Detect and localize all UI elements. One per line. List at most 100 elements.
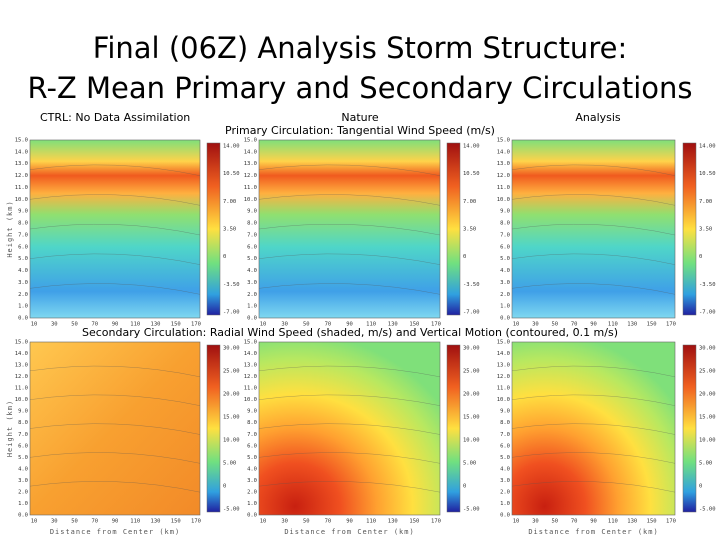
colorbar-label: 0 (223, 484, 226, 490)
contour-line (511, 481, 676, 493)
title-line: Final (06Z) Analysis Storm Structure: (93, 31, 627, 65)
x-tick-label: 10 (260, 322, 267, 328)
panel-title: CTRL: No Data Assimilation (40, 111, 190, 124)
y-axis-label: Height (km) (6, 200, 14, 257)
y-tick-label: 5.0 (18, 256, 28, 262)
contour-line (511, 164, 676, 176)
colorbar-label: 25.00 (463, 369, 480, 375)
x-axis-label: Distance from Center (km) (284, 528, 414, 536)
colorbar-label: 20.00 (699, 392, 716, 398)
x-tick-label: 90 (112, 322, 119, 328)
colorbar-label: 0 (699, 484, 702, 490)
y-tick-label: 12.0 (244, 173, 257, 179)
x-tick-label: 30 (532, 322, 539, 328)
contour-line (258, 452, 441, 464)
contour-line (258, 164, 441, 176)
colorbar-label: 0 (463, 254, 466, 260)
x-tick-label: 10 (31, 519, 38, 525)
colorbar-label: 5.00 (699, 461, 712, 467)
y-tick-label: 1.0 (500, 501, 510, 507)
y-tick-label: 12.0 (15, 374, 28, 380)
x-tick-label: 70 (325, 322, 332, 328)
y-tick-label: 14.0 (497, 149, 510, 155)
title-line: R-Z Mean Primary and Secondary Circulati… (27, 71, 692, 105)
y-tick-label: 9.0 (500, 209, 510, 215)
y-tick-label: 12.0 (244, 374, 257, 380)
y-tick-label: 13.0 (15, 363, 28, 369)
x-tick-label: 30 (51, 519, 58, 525)
y-tick-label: 11.0 (244, 185, 257, 191)
y-tick-label: 1.0 (18, 304, 28, 310)
contour-line (29, 394, 201, 406)
colorbar-label: 7.00 (463, 199, 476, 205)
contour-plot (29, 341, 201, 516)
x-axis-label: Distance from Center (km) (50, 528, 180, 536)
x-tick-label: 10 (513, 322, 520, 328)
colorbar-label: -7.00 (463, 310, 480, 316)
x-tick-label: 50 (303, 322, 310, 328)
y-tick-label: 4.0 (18, 268, 28, 274)
x-tick-label: 170 (666, 322, 676, 328)
y-tick-label: 0.0 (247, 513, 257, 519)
colorbar-label: 7.00 (223, 199, 236, 205)
colorbar-label: 10.00 (699, 438, 716, 444)
x-axis-label: Distance from Center (km) (528, 528, 658, 536)
y-tick-label: 7.0 (500, 232, 510, 238)
y-tick-label: 10.0 (15, 197, 28, 203)
y-tick-label: 4.0 (500, 466, 510, 472)
y-tick-label: 2.0 (247, 489, 257, 495)
contour-line (511, 394, 676, 406)
x-tick-label: 10 (31, 322, 38, 328)
colorbar-label: -7.00 (223, 310, 240, 316)
y-tick-label: 14.0 (15, 149, 28, 155)
y-tick-label: 9.0 (247, 209, 257, 215)
colorbar-label: 10.00 (463, 438, 480, 444)
y-tick-label: 1.0 (247, 501, 257, 507)
x-tick-label: 130 (388, 519, 398, 525)
x-tick-label: 10 (260, 519, 267, 525)
colorbar-label: -7.00 (699, 310, 716, 316)
contour-plot (258, 341, 441, 516)
caption: Primary Circulation: Tangential Wind Spe… (225, 124, 495, 137)
x-tick-label: 70 (571, 519, 578, 525)
colorbar-label: 30.00 (699, 346, 716, 352)
colorbar-label: -5.00 (223, 507, 240, 513)
y-tick-label: 13.0 (497, 161, 510, 167)
y-tick-label: 13.0 (497, 363, 510, 369)
colorbar-label: 30.00 (223, 346, 240, 352)
y-tick-label: 15.0 (244, 138, 257, 144)
contour-line (29, 194, 201, 206)
x-tick-label: 50 (551, 322, 558, 328)
contour-line (29, 452, 201, 464)
y-tick-label: 8.0 (500, 221, 510, 227)
y-tick-label: 0.0 (500, 316, 510, 322)
y-tick-label: 3.0 (247, 280, 257, 286)
x-tick-label: 30 (281, 519, 288, 525)
x-tick-label: 50 (303, 519, 310, 525)
contour-line (258, 481, 441, 493)
contour-line (511, 283, 676, 295)
colorbar-label: 20.00 (223, 392, 240, 398)
colorbar (206, 142, 221, 316)
y-tick-label: 14.0 (244, 149, 257, 155)
x-tick-label: 90 (112, 519, 119, 525)
y-tick-label: 15.0 (15, 138, 28, 144)
y-tick-label: 10.0 (15, 397, 28, 403)
y-tick-label: 7.0 (18, 432, 28, 438)
panel-title: Analysis (575, 111, 621, 124)
x-tick-label: 150 (647, 519, 657, 525)
x-tick-label: 50 (71, 519, 78, 525)
y-tick-label: 14.0 (497, 351, 510, 357)
colorbar-label: 30.00 (463, 346, 480, 352)
colorbar (446, 344, 461, 513)
y-tick-label: 12.0 (497, 374, 510, 380)
y-tick-label: 3.0 (500, 478, 510, 484)
x-tick-label: 110 (366, 322, 376, 328)
contour-line (258, 224, 441, 236)
panel-title: Nature (341, 111, 379, 124)
x-tick-label: 110 (608, 322, 618, 328)
y-tick-label: 9.0 (18, 209, 28, 215)
y-tick-label: 5.0 (18, 455, 28, 461)
colorbar-label: 14.00 (223, 144, 240, 150)
contour-line (258, 253, 441, 265)
